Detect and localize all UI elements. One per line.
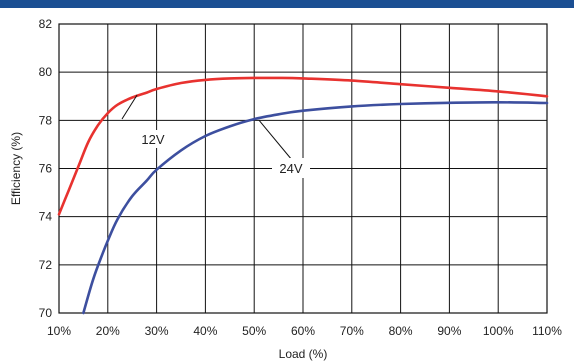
series-lines xyxy=(57,76,549,315)
tick-labels: 10% 20% 30% 40% 50% 60% 70% 80% 90% 100% 110% 70 72 7… xyxy=(39,17,563,338)
annotations: 12V 24V xyxy=(121,94,310,178)
annotation-bg-24v xyxy=(272,158,310,178)
x-tick-label: 40% xyxy=(193,324,217,338)
x-tick-label: 30% xyxy=(145,324,169,338)
annotation-leader-24v xyxy=(258,120,293,161)
annotation-bg-12v xyxy=(138,130,168,148)
y-tick-label: 80 xyxy=(39,65,53,79)
x-tick-label: 110% xyxy=(532,324,562,338)
y-axis-title: Efficiency (%) xyxy=(9,132,23,205)
series-line-12v xyxy=(57,76,549,216)
grid xyxy=(58,23,548,314)
y-tick-label: 82 xyxy=(39,17,53,31)
x-tick-label: 20% xyxy=(96,324,120,338)
x-tick-label: 70% xyxy=(340,324,364,338)
y-tick-label: 72 xyxy=(39,258,53,272)
y-tick-label: 74 xyxy=(39,210,53,224)
x-tick-label: 80% xyxy=(389,324,413,338)
y-tick-label: 76 xyxy=(39,162,53,176)
y-tick-label: 70 xyxy=(39,306,53,320)
x-tick-label: 90% xyxy=(437,324,461,338)
x-tick-label: 60% xyxy=(291,324,315,338)
x-tick-label: 100% xyxy=(483,324,514,338)
x-axis-title: Load (%) xyxy=(279,347,328,361)
top-accent-bar xyxy=(0,0,574,8)
x-tick-label: 50% xyxy=(242,324,266,338)
annotation-leader-12v xyxy=(121,94,138,120)
x-tick-label: 10% xyxy=(47,324,71,338)
plot-border xyxy=(58,23,548,314)
series-line-24v xyxy=(82,100,549,315)
annotation-label-24v: 24V xyxy=(279,161,302,176)
y-tick-label: 78 xyxy=(39,113,53,127)
annotation-label-12v: 12V xyxy=(141,132,164,147)
